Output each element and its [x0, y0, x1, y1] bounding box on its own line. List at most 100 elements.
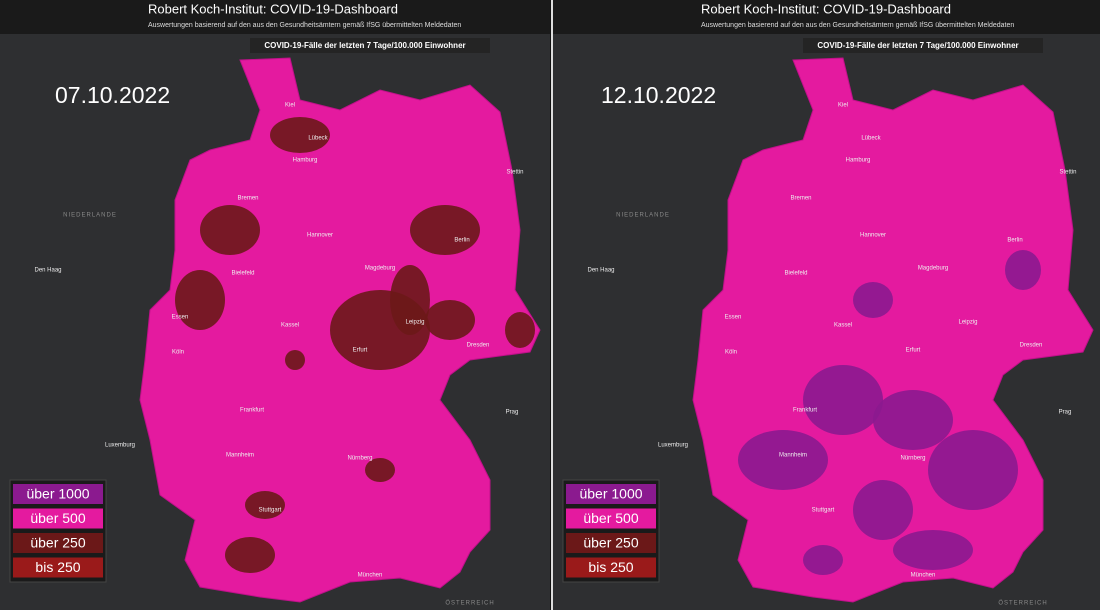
city-label: Essen — [725, 315, 742, 321]
header-title: Robert Koch-Institut: COVID-19-Dashboard — [148, 1, 398, 16]
legend-label: über 1000 — [26, 486, 89, 502]
district-cluster — [285, 350, 305, 370]
header-bar — [0, 0, 550, 34]
legend-label: über 1000 — [579, 486, 642, 502]
district-cluster — [175, 270, 225, 330]
map-title: COVID-19-Fälle der letzten 7 Tage/100.00… — [264, 41, 465, 50]
city-label: Köln — [172, 350, 184, 356]
map-title-bar — [803, 38, 1043, 53]
district-cluster — [738, 430, 828, 490]
legend-swatch — [566, 484, 656, 504]
header-bar — [553, 0, 1100, 34]
city-label: Leipzig — [405, 320, 424, 326]
district-cluster — [1005, 250, 1041, 290]
header-title: Robert Koch-Institut: COVID-19-Dashboard — [701, 1, 951, 16]
city-label: Köln — [725, 350, 737, 356]
city-label: Stuttgart — [259, 508, 282, 514]
district-cluster — [200, 205, 260, 255]
city-label: Leipzig — [958, 320, 977, 326]
city-label: Kiel — [838, 103, 848, 109]
district-cluster — [225, 537, 275, 573]
city-label: Bremen — [790, 196, 811, 202]
district-cluster — [853, 282, 893, 318]
country-label: NIEDERLANDE — [63, 213, 117, 219]
legend-swatch — [13, 508, 103, 529]
city-label: München — [911, 573, 936, 579]
district-cluster — [390, 265, 430, 335]
header-subtitle: Auswertungen basierend auf den aus den G… — [701, 22, 1014, 29]
district-cluster — [505, 312, 535, 348]
city-label: Den Haag — [34, 268, 61, 274]
city-label: Prag — [1059, 410, 1072, 416]
map-title: COVID-19-Fälle der letzten 7 Tage/100.00… — [817, 41, 1018, 50]
legend-label: über 250 — [583, 535, 638, 551]
city-label: Den Haag — [587, 268, 614, 274]
legend-label: über 500 — [583, 510, 638, 526]
city-label: Kassel — [281, 323, 299, 329]
panel: Robert Koch-Institut: COVID-19-Dashboard… — [0, 0, 550, 610]
city-label: Stettin — [1059, 170, 1076, 176]
city-label: Erfurt — [906, 348, 921, 354]
city-label: Lübeck — [308, 136, 328, 142]
district-cluster — [245, 491, 285, 519]
panel: Robert Koch-Institut: COVID-19-Dashboard… — [553, 0, 1100, 610]
city-label: Essen — [172, 315, 189, 321]
country-label: NIEDERLANDE — [616, 213, 670, 219]
district-cluster — [410, 205, 480, 255]
legend-swatch — [566, 557, 656, 578]
legend-swatch — [13, 557, 103, 578]
city-label: Frankfurt — [793, 408, 817, 414]
legend-label: bis 250 — [35, 559, 80, 575]
city-label: Mannheim — [226, 453, 254, 459]
district-cluster — [425, 300, 475, 340]
city-label: Prag — [506, 410, 519, 416]
country-label: ÖSTERREICH — [998, 600, 1047, 607]
district-cluster — [853, 480, 913, 540]
city-label: Magdeburg — [365, 266, 395, 272]
city-label: Mannheim — [779, 453, 807, 459]
district-cluster — [873, 390, 953, 450]
city-label: Hannover — [307, 233, 333, 239]
city-label: Hamburg — [846, 158, 871, 164]
city-label: Kassel — [834, 323, 852, 329]
city-label: Magdeburg — [918, 266, 948, 272]
city-label: Bielefeld — [784, 271, 807, 277]
city-label: München — [358, 573, 383, 579]
city-label: Nürnberg — [347, 456, 372, 462]
city-label: Lübeck — [861, 136, 881, 142]
city-label: Kiel — [285, 103, 295, 109]
city-label: Erfurt — [353, 348, 368, 354]
district-cluster — [270, 117, 330, 153]
city-label: Luxemburg — [658, 443, 688, 449]
city-label: Frankfurt — [240, 408, 264, 414]
legend-label: über 250 — [30, 535, 85, 551]
city-label: Bremen — [237, 196, 258, 202]
legend-label: über 500 — [30, 510, 85, 526]
city-label: Dresden — [467, 343, 490, 349]
date-label: 12.10.2022 — [601, 82, 716, 108]
district-cluster — [803, 545, 843, 575]
city-label: Luxemburg — [105, 443, 135, 449]
divider — [551, 0, 553, 610]
legend-swatch — [566, 533, 656, 553]
header-subtitle: Auswertungen basierend auf den aus den G… — [148, 22, 461, 29]
country-label: ÖSTERREICH — [445, 600, 494, 607]
city-label: Dresden — [1020, 343, 1043, 349]
district-cluster — [928, 430, 1018, 510]
city-label: Hannover — [860, 233, 886, 239]
city-label: Berlin — [454, 238, 469, 244]
legend-label: bis 250 — [588, 559, 633, 575]
city-label: Bielefeld — [231, 271, 254, 277]
legend-swatch — [13, 484, 103, 504]
date-label: 07.10.2022 — [55, 82, 170, 108]
legend-swatch — [566, 508, 656, 529]
city-label: Hamburg — [293, 158, 318, 164]
city-label: Nürnberg — [900, 456, 925, 462]
district-cluster — [803, 365, 883, 435]
city-label: Berlin — [1007, 238, 1022, 244]
map-title-bar — [250, 38, 490, 53]
city-label: Stuttgart — [812, 508, 835, 514]
city-label: Stettin — [506, 170, 523, 176]
district-cluster — [365, 458, 395, 482]
